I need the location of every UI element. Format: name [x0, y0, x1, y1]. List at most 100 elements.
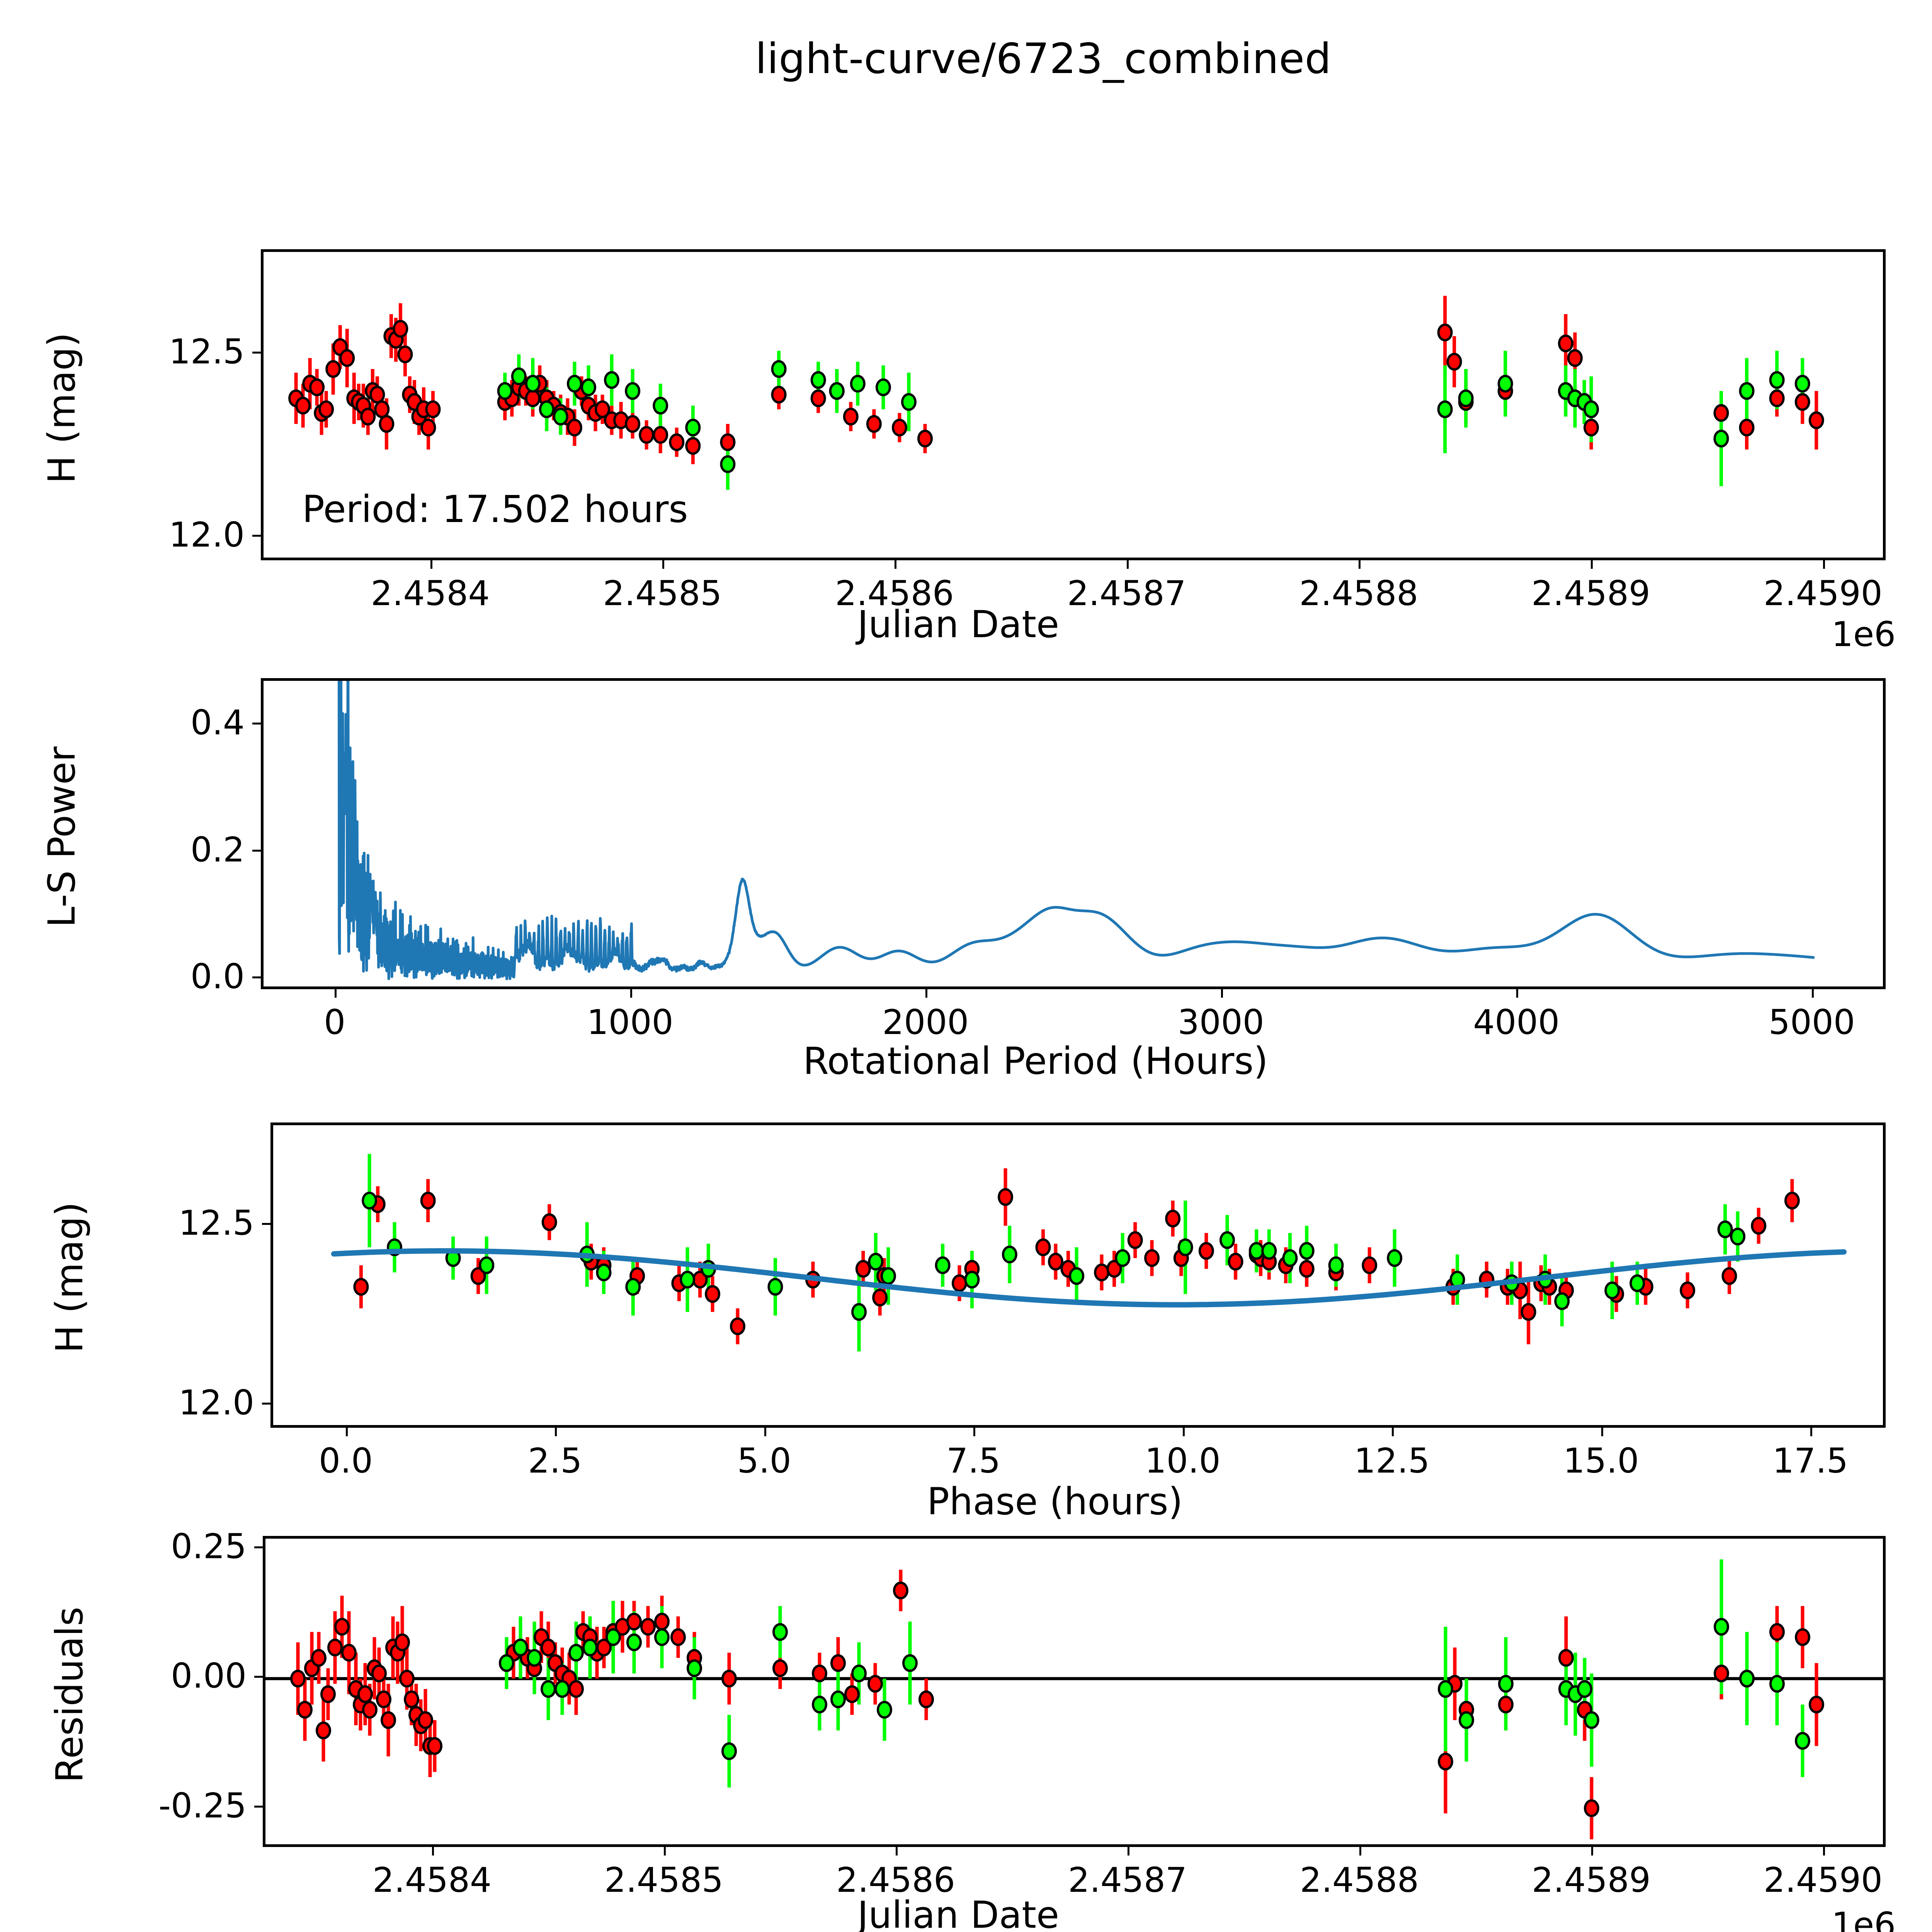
data-point	[685, 437, 701, 455]
x-tick-mark	[894, 560, 896, 569]
residuals-xlabel: Julian Date	[857, 1893, 1060, 1932]
data-point	[1106, 1260, 1122, 1278]
data-point	[851, 1303, 867, 1321]
data-point	[395, 1633, 410, 1651]
y-tick-mark	[252, 723, 261, 724]
y-tick-label: 0.0	[190, 956, 245, 997]
x-tick-label: 7.5	[946, 1441, 1001, 1481]
data-point	[362, 1192, 378, 1210]
data-point	[541, 1680, 556, 1698]
x-tick-label: 2.4586	[835, 573, 954, 613]
data-point	[830, 1690, 846, 1708]
periodogram-xlabel: Rotational Period (Hours)	[803, 1039, 1268, 1083]
panel-periodogram	[261, 678, 1886, 989]
data-point	[497, 382, 513, 400]
x-tick-mark	[1591, 560, 1593, 569]
x-tick-label: 2.4590	[1764, 1860, 1883, 1900]
data-point	[720, 455, 736, 473]
sine-fit-curve	[331, 1248, 1847, 1308]
x-tick-mark	[662, 560, 665, 569]
data-point	[626, 1612, 642, 1631]
x-tick-mark	[1128, 1847, 1129, 1855]
data-points	[353, 1188, 1800, 1335]
data-point	[1769, 1675, 1785, 1693]
data-point	[1784, 1192, 1800, 1210]
data-point	[687, 1659, 702, 1677]
x-tick-mark	[1823, 1847, 1825, 1855]
y-tick-mark	[252, 352, 261, 354]
data-point	[539, 400, 554, 418]
x-tick-label: 2.4588	[1299, 573, 1418, 613]
data-point	[541, 1213, 557, 1231]
data-point	[1248, 1242, 1264, 1260]
data-point	[867, 1675, 883, 1693]
data-point	[850, 374, 866, 393]
y-tick-mark	[262, 1223, 270, 1225]
x-tick-mark	[555, 1428, 557, 1436]
data-point	[893, 1582, 908, 1600]
data-point	[901, 393, 917, 411]
data-point	[554, 1680, 570, 1698]
lightcurve-ylabel: H (mag)	[40, 332, 83, 484]
x-tick-label: 2.4587	[1068, 1860, 1187, 1900]
data-point	[875, 378, 891, 396]
data-point	[1362, 1256, 1378, 1274]
data-point	[376, 1690, 391, 1708]
data-point	[1497, 374, 1513, 393]
data-point	[767, 1278, 783, 1296]
data-point	[1144, 1249, 1160, 1267]
data-point	[1739, 382, 1755, 400]
data-point	[393, 320, 408, 338]
data-point	[420, 418, 436, 437]
data-point	[604, 371, 620, 389]
data-point	[918, 1690, 934, 1708]
data-point	[369, 386, 385, 404]
data-point	[1437, 400, 1453, 418]
data-point	[1680, 1281, 1696, 1299]
data-point	[1165, 1209, 1181, 1228]
x-tick-label: 2.4589	[1532, 1860, 1651, 1900]
data-point	[891, 418, 907, 437]
data-point	[639, 426, 655, 444]
data-point	[730, 1317, 746, 1335]
x-tick-mark	[1221, 989, 1223, 998]
data-point	[1458, 389, 1474, 407]
data-point	[1795, 1628, 1810, 1646]
data-point	[964, 1270, 980, 1289]
data-point	[670, 1628, 686, 1646]
x-tick-label: 2.4584	[371, 573, 490, 613]
data-point	[812, 1664, 827, 1682]
data-point	[866, 415, 882, 433]
data-point	[1328, 1256, 1344, 1274]
data-point	[868, 1253, 884, 1271]
y-tick-label: 0.2	[190, 830, 245, 870]
periodogram-ylabel: L-S Power	[40, 746, 83, 928]
data-point	[1769, 371, 1785, 389]
data-point	[721, 1742, 737, 1760]
data-point	[566, 374, 582, 393]
x-tick-label: 0.0	[318, 1441, 373, 1481]
data-point	[1498, 1696, 1514, 1714]
x-tick-mark	[1591, 1847, 1593, 1855]
data-point	[1717, 1220, 1733, 1238]
x-tick-label: 5000	[1768, 1002, 1855, 1042]
data-point	[1769, 389, 1785, 407]
x-tick-label: 4000	[1473, 1002, 1560, 1042]
data-point	[1809, 1696, 1824, 1714]
lightcurve-offset-label: 1e6	[1832, 614, 1896, 654]
x-tick-label: 2.4588	[1300, 1860, 1419, 1900]
data-point	[1498, 1675, 1514, 1693]
data-point	[812, 1696, 827, 1714]
residuals-ylabel: Residuals	[48, 1607, 91, 1783]
data-points	[290, 1582, 1824, 1817]
data-point	[479, 1256, 495, 1274]
data-point	[1583, 400, 1599, 418]
y-tick-label: 12.0	[179, 1383, 254, 1423]
data-point	[1459, 1711, 1474, 1729]
data-point	[527, 1649, 542, 1667]
data-point	[595, 400, 611, 418]
data-point	[1795, 1732, 1810, 1750]
data-point	[334, 1618, 350, 1636]
data-point	[379, 415, 395, 433]
periodogram-plot-area	[337, 681, 1816, 980]
